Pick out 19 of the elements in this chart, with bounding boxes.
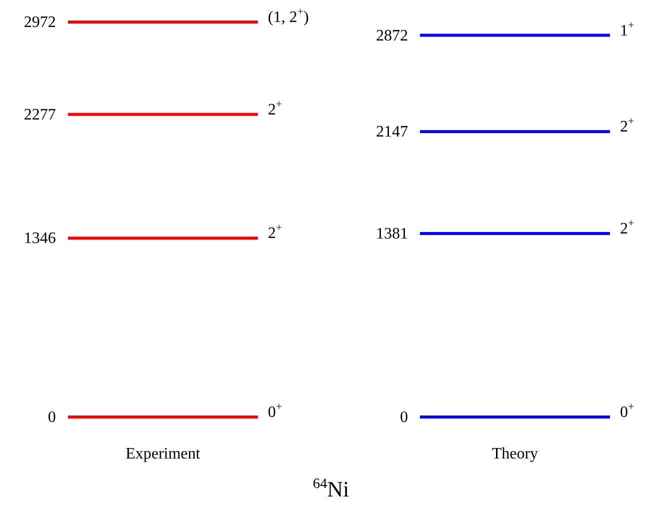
text: 2$^{+}$ [620, 217, 634, 238]
text: 0$^{+}$ [268, 401, 282, 421]
data-label: 2147 [376, 124, 408, 141]
text: 0$^{+}$ [620, 401, 634, 421]
text: 1$^{+}$ [620, 19, 634, 40]
text: (1, 2$^{+}$) [268, 6, 309, 26]
data-label: 2972 [24, 14, 56, 31]
category-label: Theory [492, 445, 538, 462]
text: 2$^{+}$ [620, 116, 634, 136]
text: 2$^{+}$ [268, 98, 282, 118]
data-label: 2277 [24, 106, 56, 124]
category-label: Experiment [126, 445, 201, 462]
data-label: 0 [400, 409, 408, 426]
text: $^{64}$Ni [312, 476, 350, 502]
data-label: 0 [48, 409, 56, 426]
data-label: 2872 [376, 27, 408, 44]
data-label: 1346 [24, 230, 56, 248]
data-label: 1381 [376, 225, 408, 242]
text: 2$^{+}$ [268, 222, 282, 242]
